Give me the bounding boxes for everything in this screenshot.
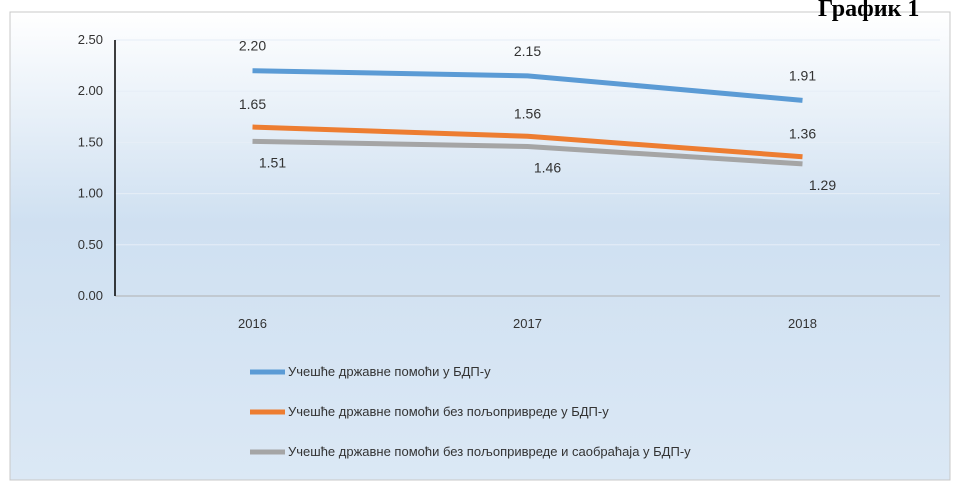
y-tick-label: 1.50 [78, 134, 103, 149]
data-label: 1.56 [514, 105, 541, 121]
series-line [252, 124, 803, 160]
legend-label: Учешће државне помоћи у БДП-у [288, 364, 491, 379]
chart-background [9, 11, 951, 481]
y-tick-label: 2.00 [78, 83, 103, 98]
x-tick-label: 2018 [788, 316, 817, 331]
data-label: 1.36 [789, 126, 816, 142]
data-label: 2.15 [514, 43, 541, 59]
legend-label: Учешће државне помоћи без пољопривреде у… [288, 404, 609, 419]
series-line [252, 138, 803, 167]
y-tick-label: 1.00 [78, 186, 103, 201]
data-label: 1.51 [259, 154, 286, 170]
data-label: 1.29 [809, 177, 836, 193]
data-label: 1.65 [239, 96, 266, 112]
chart-title: График 1 [818, 0, 919, 22]
series-line [252, 68, 803, 103]
legend-label: Учешће државне помоћи без пољопривреде и… [288, 444, 691, 459]
y-tick-label: 0.00 [78, 288, 103, 303]
y-tick-label: 2.50 [78, 32, 103, 47]
y-tick-label: 0.50 [78, 237, 103, 252]
x-tick-label: 2017 [513, 316, 542, 331]
data-label: 1.91 [789, 67, 816, 83]
x-tick-label: 2016 [238, 316, 267, 331]
data-label: 2.20 [239, 38, 266, 54]
data-label: 1.46 [534, 159, 561, 175]
